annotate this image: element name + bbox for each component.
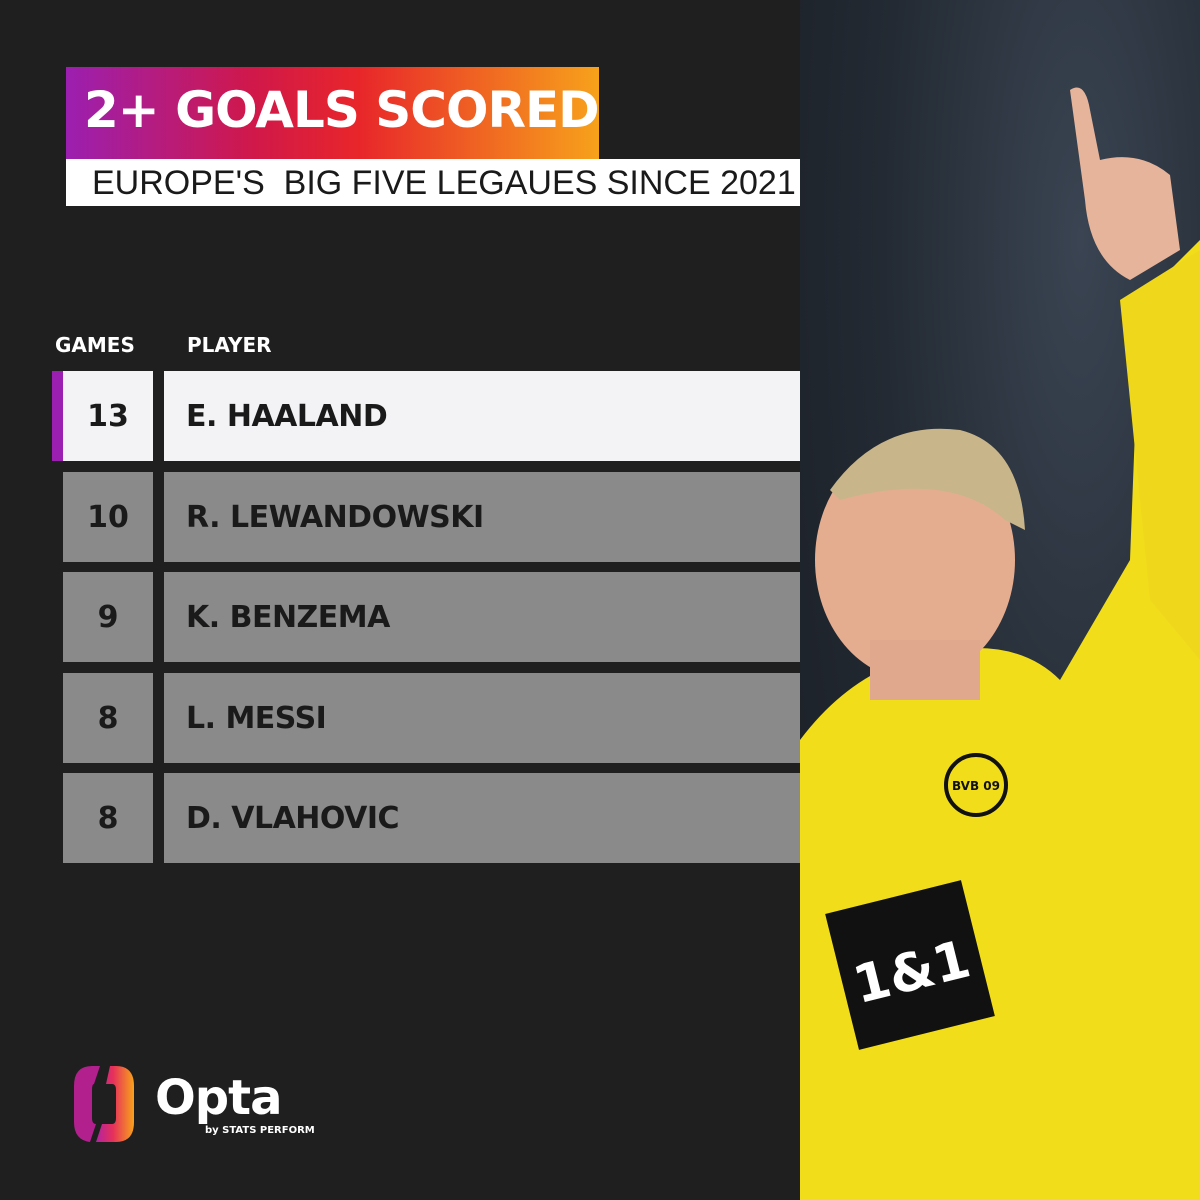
player-cell: L. MESSI — [164, 673, 800, 763]
table-row: 9 K. BENZEMA — [63, 572, 800, 662]
stats-perform-tagline: by STATS PERFORM — [205, 1125, 315, 1136]
player-cell: K. BENZEMA — [164, 572, 800, 662]
player-illustration: 1&1 BVB 09 — [800, 87, 1200, 1200]
table-row: 8 L. MESSI — [63, 673, 800, 763]
games-cell: 9 — [63, 572, 153, 662]
table-row: 10 R. LEWANDOWSKI — [63, 472, 800, 562]
games-cell: 8 — [63, 673, 153, 763]
club-crest-text: BVB 09 — [952, 779, 1000, 793]
opta-logo-icon — [72, 1064, 136, 1148]
subtitle: EUROPE'S BIG FIVE LEGAUES SINCE 2021 — [92, 164, 796, 202]
title: 2+ GOALS SCORED — [84, 81, 600, 139]
games-cell: 10 — [63, 472, 153, 562]
player-photo: 1&1 BVB 09 — [800, 0, 1200, 1200]
sponsor-badge: 1&1 — [825, 880, 995, 1050]
subtitle-banner: EUROPE'S BIG FIVE LEGAUES SINCE 2021 — [66, 159, 814, 206]
highlight-bar — [52, 371, 63, 461]
player-cell: R. LEWANDOWSKI — [164, 472, 800, 562]
column-header-player: PLAYER — [187, 333, 272, 357]
table-row: 8 D. VLAHOVIC — [63, 773, 800, 863]
games-cell: 13 — [63, 371, 153, 461]
column-header-games: GAMES — [55, 333, 135, 357]
table-row: 13 E. HAALAND — [52, 371, 800, 461]
title-banner: 2+ GOALS SCORED — [66, 67, 600, 159]
games-cell: 8 — [63, 773, 153, 863]
player-cell: D. VLAHOVIC — [164, 773, 800, 863]
opta-wordmark: Opta — [155, 1070, 282, 1126]
player-cell: E. HAALAND — [164, 371, 800, 461]
club-crest — [944, 753, 1008, 817]
